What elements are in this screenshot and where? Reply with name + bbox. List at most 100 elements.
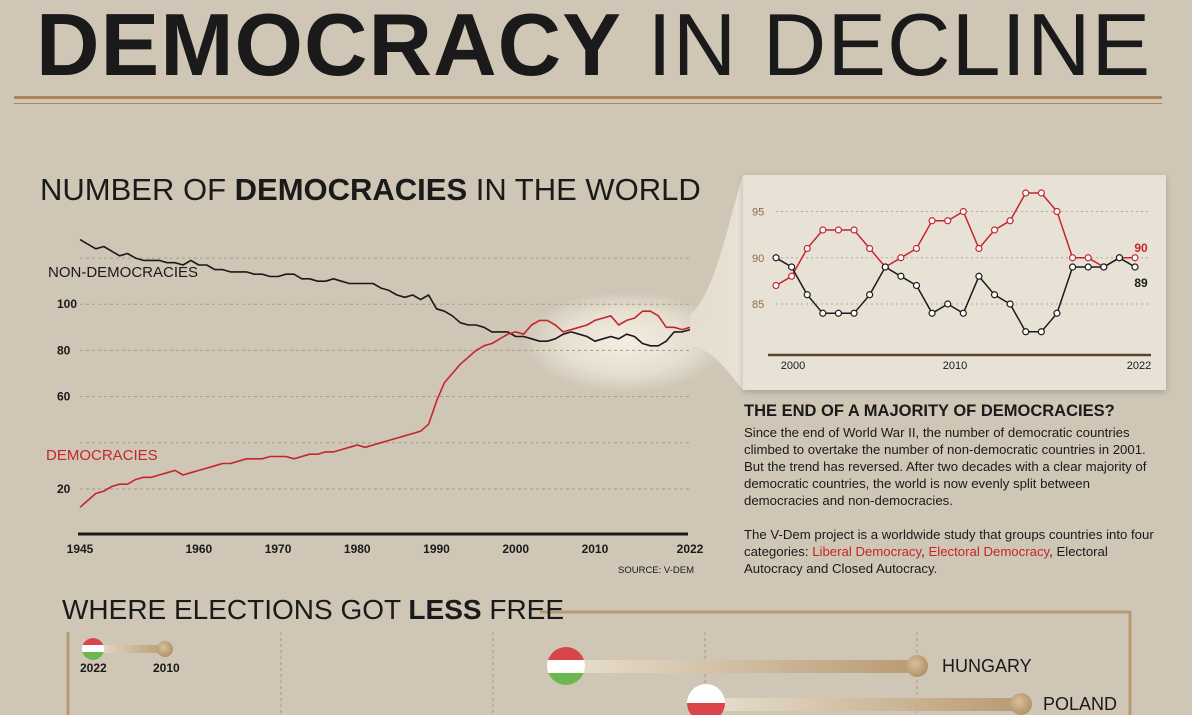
inset-point — [866, 244, 874, 253]
inset-point — [1068, 263, 1077, 271]
inset-end-label-non-democracies: 89 — [1134, 276, 1148, 290]
inset-point — [944, 217, 952, 225]
country-label-poland: POLAND — [1043, 694, 1118, 714]
title-bold: DEMOCRACY — [36, 0, 622, 94]
inset-point — [959, 207, 967, 216]
inset-point — [897, 254, 905, 262]
inset-point — [1037, 189, 1045, 197]
info-paragraph-1: Since the end of World War II, the numbe… — [744, 425, 1147, 508]
inset-point — [1022, 328, 1030, 336]
inset-y-tick-label: 90 — [752, 253, 764, 265]
inset-point — [772, 281, 780, 290]
p2-and: and — [802, 561, 832, 576]
elections-heading-bold: LESS — [408, 594, 482, 625]
democracies-line-chart: 20 60 80 100 1945 1960 1970 1980 1990 2000 2010 202… — [46, 238, 704, 556]
inset-line-chart: 85 90 95 2000 2010 2022 90 89 — [752, 189, 1151, 372]
annotation-democracies: DEMOCRACIES — [46, 447, 158, 464]
inset-x-tick-label: 2000 — [781, 360, 805, 372]
elections-heading-post: FREE — [481, 594, 565, 625]
x-tick-label: 2000 — [502, 542, 529, 556]
title-rule-bottom — [14, 103, 1162, 104]
inset-point — [834, 309, 843, 317]
heading-pre: NUMBER OF — [40, 172, 235, 207]
annotation-non-democracies: NON-DEMOCRACIES — [48, 264, 198, 281]
poland-flag-icon — [687, 684, 725, 715]
inset-point — [975, 244, 983, 253]
inset-point — [866, 291, 874, 299]
inset-point — [1084, 263, 1092, 271]
inset-point — [1006, 217, 1014, 225]
inset-point — [1006, 300, 1014, 308]
hungary-flag-icon — [547, 647, 585, 685]
inset-point — [1053, 309, 1061, 317]
info-body: Since the end of World War II, the numbe… — [744, 424, 1164, 594]
inset-point — [1100, 263, 1108, 271]
x-tick-label: 2022 — [677, 542, 704, 556]
p2-sep: , — [921, 544, 929, 559]
inset-point — [1022, 189, 1030, 197]
inset-point — [1115, 254, 1123, 262]
elections-section-graphic — [66, 610, 1132, 715]
inset-point — [959, 309, 967, 317]
inset-point — [1068, 254, 1077, 262]
inset-y-tick-label: 85 — [752, 299, 764, 311]
info-heading: THE END OF A MAJORITY OF DEMOCRACIES? — [744, 402, 1115, 420]
title-rest: IN DECLINE — [621, 0, 1152, 94]
inset-point — [803, 291, 811, 299]
legend-hungary-flag-icon — [82, 638, 104, 660]
heading-post: IN THE WORLD — [467, 172, 701, 207]
x-tick-label: 1960 — [185, 542, 212, 556]
inset-end-label-democracies: 90 — [1134, 241, 1148, 255]
x-tick-label: 1980 — [344, 542, 371, 556]
inset-point — [1131, 263, 1139, 271]
inset-point — [1084, 254, 1092, 262]
info-paragraph-2: The V-Dem project is a worldwide study t… — [744, 526, 1164, 577]
x-tick-label: 1945 — [67, 542, 94, 556]
x-tick-label: 2010 — [582, 542, 609, 556]
y-tick-label: 20 — [57, 482, 71, 496]
poland-2010-dot — [1010, 693, 1032, 715]
inset-point — [819, 226, 827, 234]
inset-point — [897, 272, 905, 280]
inset-point — [788, 263, 796, 271]
category-liberal-democracy: Liberal Democracy — [812, 544, 922, 559]
elections-heading: WHERE ELECTIONS GOT LESS FREE — [62, 594, 564, 626]
inset-point — [912, 281, 921, 290]
x-tick-label: 1990 — [423, 542, 450, 556]
p2-end: . — [933, 561, 938, 576]
inset-point — [944, 300, 952, 308]
inset-point — [803, 244, 811, 253]
y-tick-label: 100 — [57, 297, 77, 311]
page-title: DEMOCRACY IN DECLINE — [36, 0, 1151, 96]
category-electoral-autocracy: , Electoral Autocracy — [744, 544, 1108, 576]
inset-point — [990, 226, 999, 234]
inset-point — [788, 272, 796, 280]
inset-y-tick-label: 95 — [752, 207, 764, 219]
p2-pre: The V-Dem project is a worldwide study t… — [744, 527, 1154, 559]
heading-bold: DEMOCRACIES — [234, 172, 468, 207]
legend-from-label: 2022 — [80, 661, 107, 675]
x-tick-label: 1970 — [265, 542, 292, 556]
inset-point — [1037, 328, 1045, 336]
series-line-democracies — [79, 310, 691, 508]
series-line-non-democracies — [79, 238, 691, 347]
source-note: SOURCE: V-DEM — [618, 565, 695, 576]
inset-point — [928, 217, 936, 225]
inset-card: 85 90 95 2000 2010 2022 90 89 — [743, 175, 1166, 390]
inset-point — [834, 226, 843, 234]
category-electoral-democracy: Electoral Democracy — [928, 544, 1050, 559]
y-tick-label: 80 — [57, 343, 71, 357]
country-label-hungary: HUNGARY — [942, 656, 1032, 676]
inset-point — [819, 309, 827, 317]
elections-heading-pre: WHERE ELECTIONS GOT — [62, 594, 409, 625]
inset-point — [1053, 207, 1061, 216]
inset-connector — [690, 175, 743, 390]
inset-series-line-democracies — [775, 192, 1135, 287]
hungary-2010-dot — [906, 655, 928, 677]
inset-point — [850, 226, 858, 234]
poland-bar — [706, 698, 1022, 711]
inset-x-tick-label: 2010 — [943, 360, 967, 372]
inset-x-tick-label: 2022 — [1127, 360, 1151, 372]
hungary-bar — [566, 660, 918, 673]
inset-point — [772, 254, 780, 262]
